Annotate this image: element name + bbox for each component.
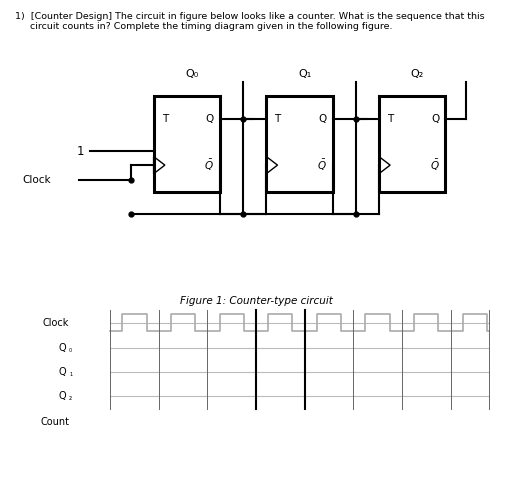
Text: Q₁: Q₁ [298, 69, 311, 79]
Text: ₀: ₀ [69, 346, 72, 354]
Text: circuit counts in? Complete the timing diagram given in the following figure.: circuit counts in? Complete the timing d… [15, 22, 393, 31]
Text: Q: Q [206, 114, 214, 124]
Text: $\bar{Q}$: $\bar{Q}$ [204, 157, 214, 173]
Text: Q: Q [59, 367, 67, 377]
Text: $\bar{Q}$: $\bar{Q}$ [317, 157, 327, 173]
Text: Q: Q [431, 114, 439, 124]
Polygon shape [154, 96, 220, 192]
Text: ₁: ₁ [69, 370, 72, 378]
Text: Q: Q [59, 343, 67, 353]
Text: Figure 1: Counter-type circuit: Figure 1: Counter-type circuit [180, 297, 332, 306]
Text: 1)  [Counter Design] The circuit in figure below looks like a counter. What is t: 1) [Counter Design] The circuit in figur… [15, 12, 485, 21]
Text: ₂: ₂ [69, 394, 72, 402]
Text: Clock: Clock [23, 175, 51, 185]
Text: Clock: Clock [42, 318, 69, 327]
Text: Q: Q [59, 391, 67, 401]
Text: Count: Count [40, 418, 69, 427]
Text: Q₂: Q₂ [411, 69, 424, 79]
Polygon shape [266, 96, 333, 192]
Text: T: T [274, 114, 281, 124]
Text: $\bar{Q}$: $\bar{Q}$ [430, 157, 439, 173]
Text: Q₀: Q₀ [185, 69, 199, 79]
Text: T: T [162, 114, 168, 124]
Polygon shape [379, 96, 445, 192]
Text: 1: 1 [77, 144, 84, 158]
Text: T: T [387, 114, 393, 124]
Text: Q: Q [318, 114, 327, 124]
